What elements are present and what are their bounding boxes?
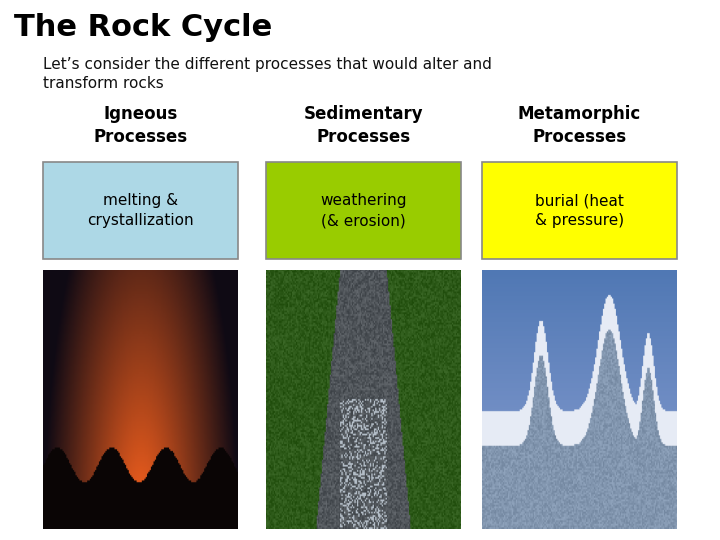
FancyBboxPatch shape [43, 162, 238, 259]
Text: Sedimentary
Processes: Sedimentary Processes [304, 105, 423, 145]
Text: The Rock Cycle: The Rock Cycle [14, 14, 273, 43]
Text: Igneous
Processes: Igneous Processes [94, 105, 187, 145]
FancyBboxPatch shape [266, 162, 461, 259]
FancyBboxPatch shape [482, 162, 677, 259]
Text: weathering
(& erosion): weathering (& erosion) [320, 193, 407, 228]
Text: Let’s consider the different processes that would alter and
transform rocks: Let’s consider the different processes t… [43, 57, 492, 91]
Text: melting &
crystallization: melting & crystallization [87, 193, 194, 228]
Text: burial (heat
& pressure): burial (heat & pressure) [535, 193, 624, 228]
Text: Metamorphic
Processes: Metamorphic Processes [518, 105, 642, 145]
